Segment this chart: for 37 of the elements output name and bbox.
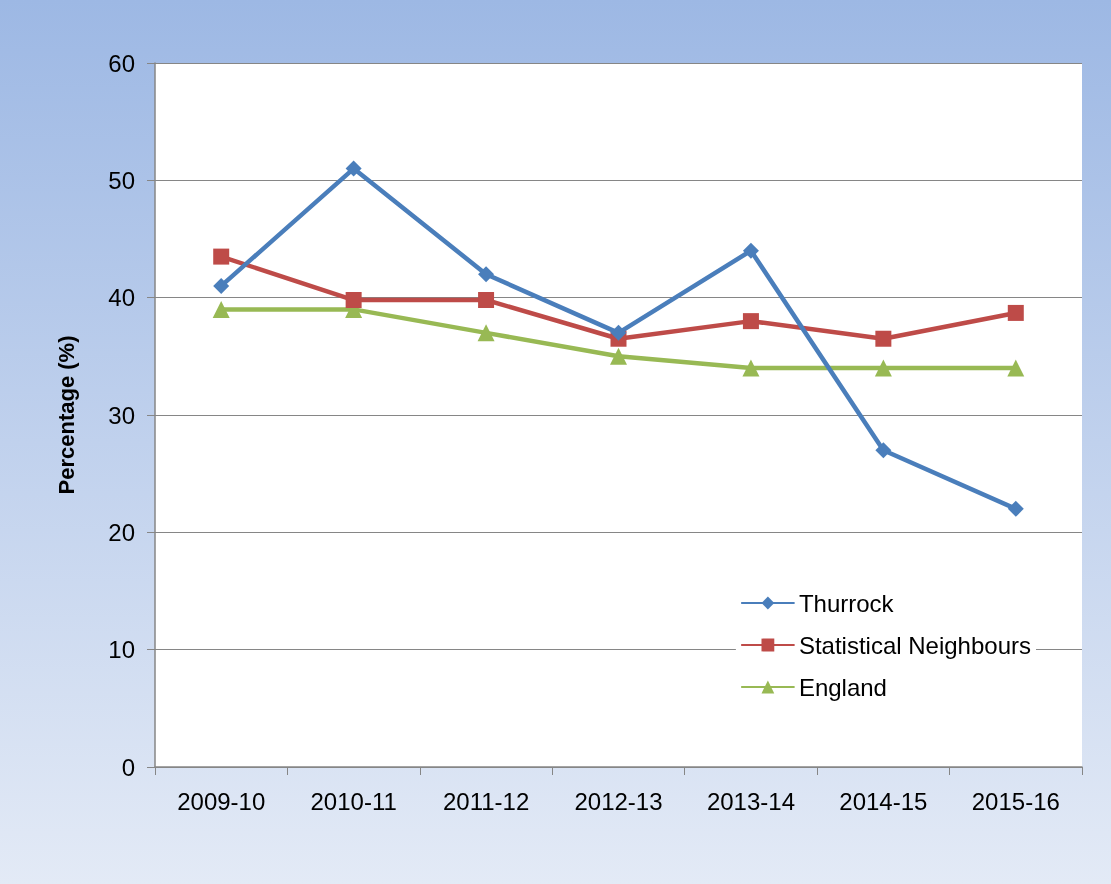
legend-label: Statistical Neighbours xyxy=(798,631,1032,659)
point xyxy=(213,277,230,294)
x-tick-label: 2009-10 xyxy=(177,787,266,815)
x-tick-label: 2013-14 xyxy=(706,787,795,815)
y-tick-label: 10 xyxy=(108,636,135,664)
point xyxy=(742,359,760,377)
y-tick-label: 0 xyxy=(121,753,135,781)
point xyxy=(610,347,627,365)
y-tick-label: 60 xyxy=(108,49,135,77)
y-tick-label: 20 xyxy=(108,518,135,546)
x-tick-label: 2011-12 xyxy=(442,787,530,815)
legend-label: Thurrock xyxy=(798,589,895,617)
y-axis-title: Percentage (%) xyxy=(53,335,79,495)
x-tick-label: 2015-16 xyxy=(971,787,1060,815)
point xyxy=(875,442,892,459)
y-tick-label: 40 xyxy=(108,284,135,312)
point xyxy=(1007,500,1024,517)
point xyxy=(875,330,892,347)
point xyxy=(213,248,230,265)
point xyxy=(345,160,362,177)
point xyxy=(477,324,495,342)
point xyxy=(874,359,892,377)
x-tick-label: 2010-11 xyxy=(310,787,397,815)
y-tick-label: 30 xyxy=(108,401,135,429)
point xyxy=(478,266,495,283)
x-tick-label: 2014-15 xyxy=(839,787,928,815)
x-tick-label: 2012-13 xyxy=(574,787,663,815)
point xyxy=(742,242,759,259)
point xyxy=(478,292,495,309)
point xyxy=(345,292,362,309)
point xyxy=(212,300,230,318)
legend-label: England xyxy=(798,673,887,701)
point xyxy=(742,313,759,330)
point xyxy=(610,324,627,341)
point xyxy=(1007,359,1025,377)
y-tick-label: 50 xyxy=(108,166,135,194)
point xyxy=(1007,304,1024,321)
